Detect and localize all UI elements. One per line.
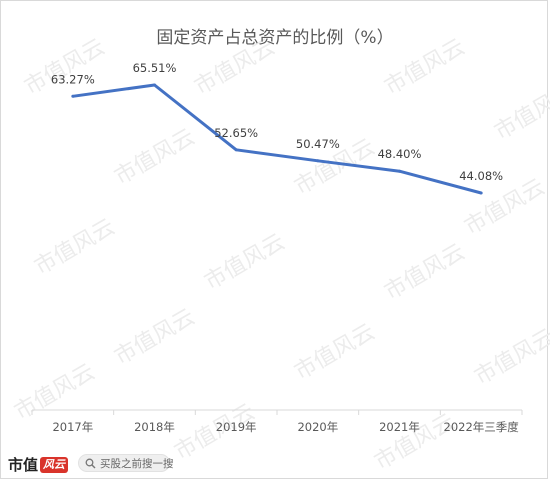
- brand-text: 市值: [8, 456, 39, 474]
- x-tick-label: 2021年: [379, 420, 420, 434]
- search-placeholder: 买股之前搜一搜: [100, 457, 174, 470]
- data-label: 65.51%: [133, 61, 177, 75]
- data-point: [153, 83, 156, 87]
- data-points: [71, 83, 483, 195]
- watermark-text: 市值风云: [381, 240, 470, 306]
- brand-logo: 市值 风云: [8, 454, 69, 475]
- search-icon: [85, 458, 96, 468]
- x-axis-ticks: 2017年 2018年 2019年 2020年 2021年 2022年三季度: [31, 410, 523, 434]
- watermark-text: 市值风云: [291, 320, 380, 386]
- watermark-text: 市值风云: [491, 80, 550, 146]
- watermark-text: 市值风云: [201, 230, 290, 296]
- x-tick-label: 2017年: [52, 420, 93, 434]
- data-point: [71, 94, 75, 98]
- watermark-text: 市值风云: [111, 305, 200, 371]
- watermark-text: 市值风云: [381, 35, 470, 101]
- x-tick-label: 2018年: [134, 420, 175, 434]
- brand-mark: 风云: [40, 456, 69, 473]
- chart-title: 固定资产占总资产的比例（%）: [156, 28, 393, 48]
- x-tick-label: 2019年: [216, 420, 257, 434]
- data-point: [316, 159, 320, 163]
- x-tick-label: 2022年三季度: [444, 420, 520, 434]
- x-tick-label: 2020年: [297, 420, 338, 434]
- watermark-text: 市值风云: [471, 325, 550, 391]
- data-label: 52.65%: [214, 126, 258, 140]
- footer-bar: 市值 风云 买股之前搜一搜: [0, 448, 300, 478]
- search-box[interactable]: 买股之前搜一搜: [78, 454, 174, 472]
- data-point: [398, 169, 401, 173]
- data-label: 50.47%: [296, 137, 340, 151]
- data-point: [234, 148, 238, 152]
- series-line: [72, 83, 482, 195]
- watermark-text: 市值风云: [461, 175, 550, 241]
- watermark-text: 市值风云: [21, 35, 110, 101]
- watermark-text: 市值风云: [11, 360, 100, 426]
- watermark-text: 市值风云: [111, 125, 200, 191]
- data-label: 63.27%: [51, 72, 95, 86]
- watermark-text: 市值风云: [31, 215, 120, 281]
- data-point: [479, 191, 483, 195]
- data-labels: 63.27% 65.51% 52.65% 50.47% 48.40% 44.08%: [51, 61, 503, 183]
- data-label: 44.08%: [459, 169, 503, 183]
- data-label: 48.40%: [378, 147, 422, 161]
